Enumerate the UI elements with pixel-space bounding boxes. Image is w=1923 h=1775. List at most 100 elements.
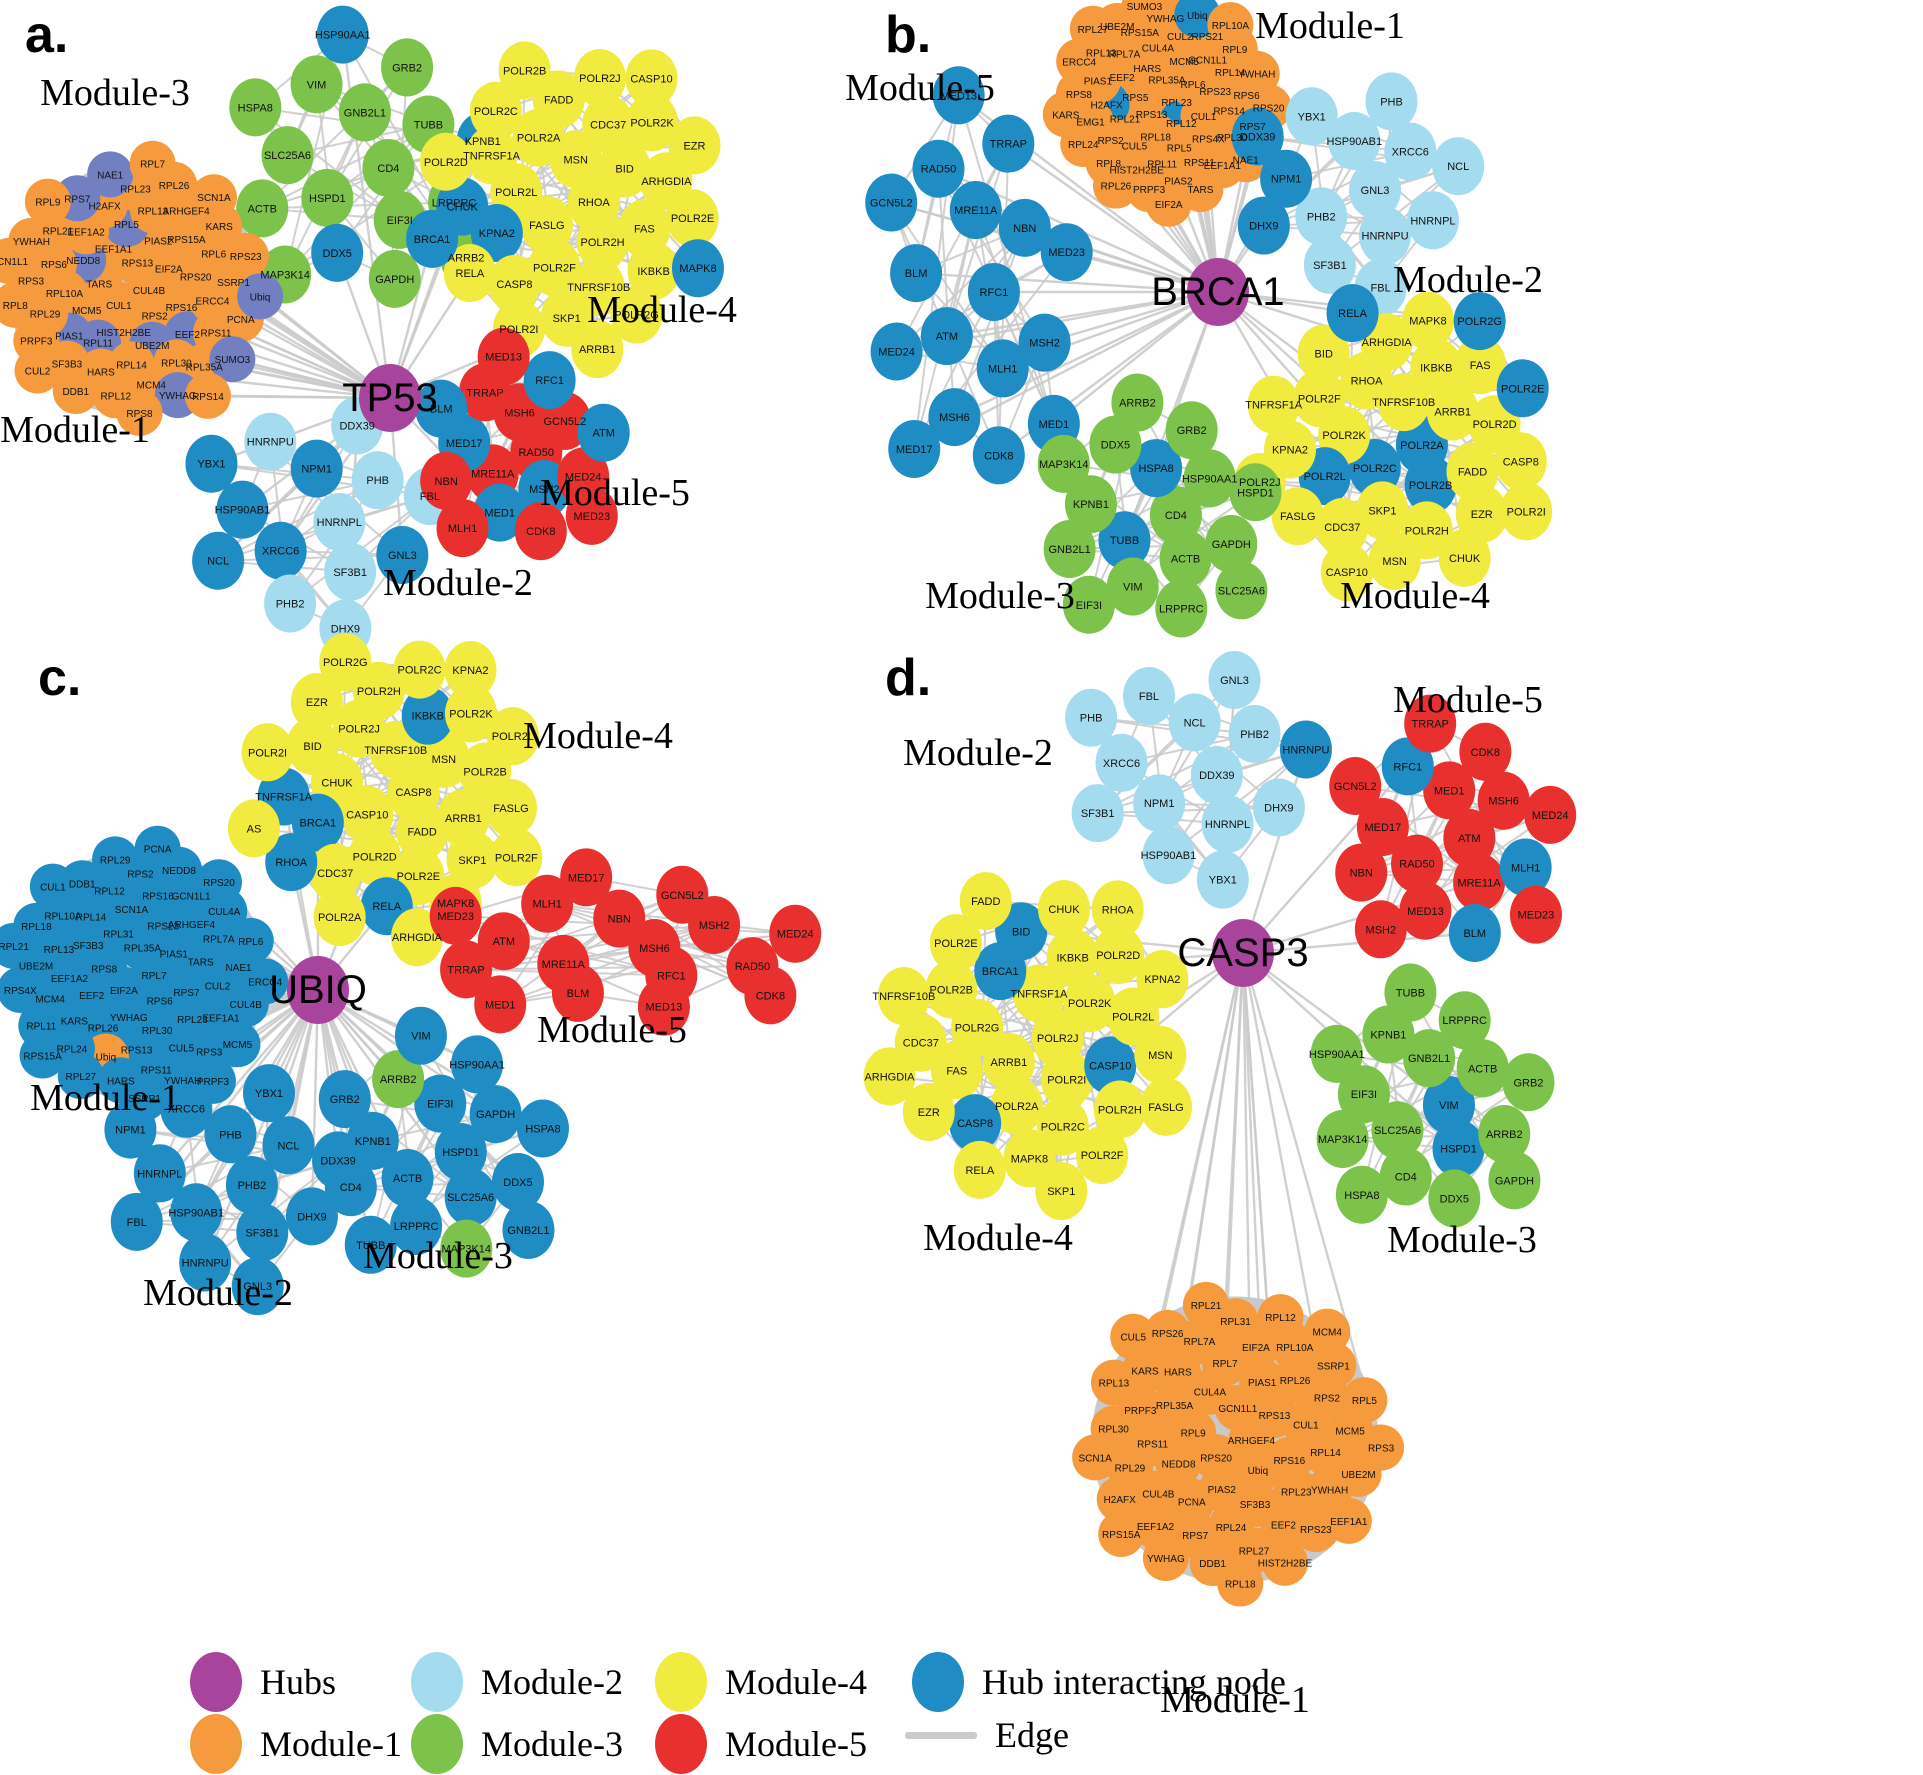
- node-label-ATM: ATM: [1458, 833, 1480, 845]
- node-MED23: [565, 486, 618, 545]
- node-label-BRCA1: BRCA1: [299, 818, 336, 830]
- node-label-YBX1: YBX1: [255, 1088, 283, 1100]
- node-MLH1: [1499, 838, 1552, 897]
- module-label-c-Module-1: Module-1: [30, 1077, 180, 1119]
- node-label-HNRNPL: HNRNPL: [137, 1168, 182, 1180]
- node-ACTB: [381, 1149, 434, 1208]
- node-label-LRPPRC: LRPPRC: [1159, 603, 1204, 615]
- node-label-GRB2: GRB2: [1177, 425, 1207, 437]
- node-SKP1: [1356, 481, 1409, 540]
- edge: [1241, 749, 1308, 954]
- node-label-CUL1: CUL1: [40, 883, 66, 894]
- node-MED1: [1423, 761, 1476, 820]
- node-label-NPM1: NPM1: [301, 464, 332, 476]
- node-label-POLR2A: POLR2A: [995, 1101, 1039, 1113]
- node-label-RPL11: RPL11: [1147, 160, 1177, 171]
- node-label-RPL18: RPL18: [1140, 133, 1171, 144]
- node-label-IKBKB: IKBKB: [412, 711, 444, 723]
- node-label-POLR2H: POLR2H: [357, 686, 401, 698]
- node-label-RPS23: RPS23: [1199, 87, 1231, 98]
- module-label-d-Module-1: Module-1: [1160, 1679, 1310, 1721]
- node-BLM: [415, 379, 468, 438]
- node-label-POLR2E: POLR2E: [934, 938, 977, 950]
- node-MED17: [1356, 798, 1409, 857]
- node-label-CUL4B: CUL4B: [1142, 1489, 1175, 1500]
- node-label-MED24: MED24: [1532, 810, 1569, 822]
- node-label-RPL7: RPL7: [1213, 1359, 1238, 1370]
- node-label-CD4: CD4: [377, 163, 399, 175]
- node-NPM1: [290, 439, 343, 498]
- node-GNL3: [376, 525, 429, 584]
- node-EZR: [902, 1082, 955, 1141]
- node-NBN: [1335, 843, 1388, 902]
- node-label-RAD50: RAD50: [519, 447, 554, 459]
- node-ATM: [477, 912, 530, 971]
- node-SF3B1: [1303, 235, 1356, 294]
- node-label-SKP1: SKP1: [458, 855, 486, 867]
- node-label-CD4: CD4: [340, 1182, 362, 1194]
- node-label-FADD: FADD: [407, 826, 436, 838]
- node-SF3B1: [324, 542, 377, 601]
- node-label-MSN: MSN: [432, 754, 457, 766]
- node-KPNB1: [346, 1111, 399, 1170]
- node-label-EMG1: EMG1: [1076, 118, 1105, 129]
- node-label-HSP90AB1: HSP90AB1: [1326, 136, 1382, 148]
- node-MAPK8: [671, 239, 724, 298]
- node-label-LRPPRC: LRPPRC: [1442, 1015, 1487, 1027]
- node-label-RPS13: RPS13: [122, 259, 154, 270]
- node-label-MAP3K14: MAP3K14: [442, 1244, 492, 1256]
- node-PHB2: [225, 1156, 278, 1214]
- node-label-RHOA: RHOA: [1102, 904, 1134, 916]
- node-MSH2: [1018, 313, 1071, 372]
- node-NCL: [262, 1116, 315, 1175]
- node-RPS14: [184, 372, 231, 419]
- node-label-VIM: VIM: [307, 79, 327, 91]
- edge: [1007, 142, 1219, 293]
- node-label-RPS8: RPS8: [126, 409, 153, 420]
- node-label-DHX9: DHX9: [1264, 802, 1293, 814]
- node-label-PCNA: PCNA: [1178, 1497, 1206, 1508]
- node-label-EIF3I: EIF3I: [427, 1099, 453, 1111]
- node-label-MLH1: MLH1: [532, 899, 561, 911]
- hub-node-BRCA1: [1187, 258, 1249, 326]
- node-ARHGDIA: [390, 908, 443, 967]
- node-VIM: [394, 1006, 447, 1065]
- node-label-POLR2F: POLR2F: [495, 852, 538, 864]
- edge: [974, 209, 1055, 425]
- node-label-CDC37: CDC37: [590, 120, 626, 132]
- node-label-RPL31: RPL31: [103, 930, 134, 941]
- node-KARS: [1042, 91, 1089, 138]
- node-YWHAG: [1142, 1535, 1189, 1582]
- node-label-POLR2F: POLR2F: [1298, 393, 1341, 405]
- node-label-SSRP1: SSRP1: [1317, 1361, 1350, 1372]
- node-CDC37: [1316, 498, 1369, 557]
- node-label-MED1: MED1: [485, 999, 516, 1011]
- node-label-PIAS2: PIAS2: [144, 236, 173, 247]
- node-label-MSH2: MSH2: [1029, 338, 1060, 350]
- node-LRPPRC: [1155, 579, 1208, 638]
- node-label-TRRAP: TRRAP: [466, 387, 503, 399]
- node-label-RPL29: RPL29: [100, 855, 131, 866]
- node-label-RPL30: RPL30: [142, 1026, 173, 1037]
- node-label-FASLG: FASLG: [493, 803, 528, 815]
- node-EZR: [290, 673, 343, 732]
- node-POLR2H: [1093, 1080, 1146, 1139]
- node-label-TARS: TARS: [188, 958, 214, 969]
- node-label-PIAS1: PIAS1: [1084, 77, 1113, 88]
- node-POLR2K: [626, 93, 679, 152]
- node-label-EZR: EZR: [918, 1107, 940, 1119]
- node-CDK8: [744, 966, 797, 1025]
- node-label-RPS16: RPS16: [142, 891, 174, 902]
- node-label-PCNA: PCNA: [144, 845, 172, 856]
- node-label-POLR2I: POLR2I: [1507, 506, 1546, 518]
- node-label-TNFRSF1A: TNFRSF1A: [255, 791, 313, 803]
- node-CASP10: [1084, 1036, 1137, 1095]
- node-label-ERCC4: ERCC4: [1062, 57, 1096, 68]
- node-YBX1: [185, 434, 238, 493]
- node-label-PHB2: PHB2: [1307, 211, 1336, 223]
- node-label-EEF2: EEF2: [175, 330, 200, 341]
- node-label-SF3B1: SF3B1: [245, 1227, 279, 1239]
- node-label-RPS14: RPS14: [192, 392, 224, 403]
- node-ARRB1: [571, 320, 624, 379]
- node-GRB2: [1502, 1053, 1555, 1112]
